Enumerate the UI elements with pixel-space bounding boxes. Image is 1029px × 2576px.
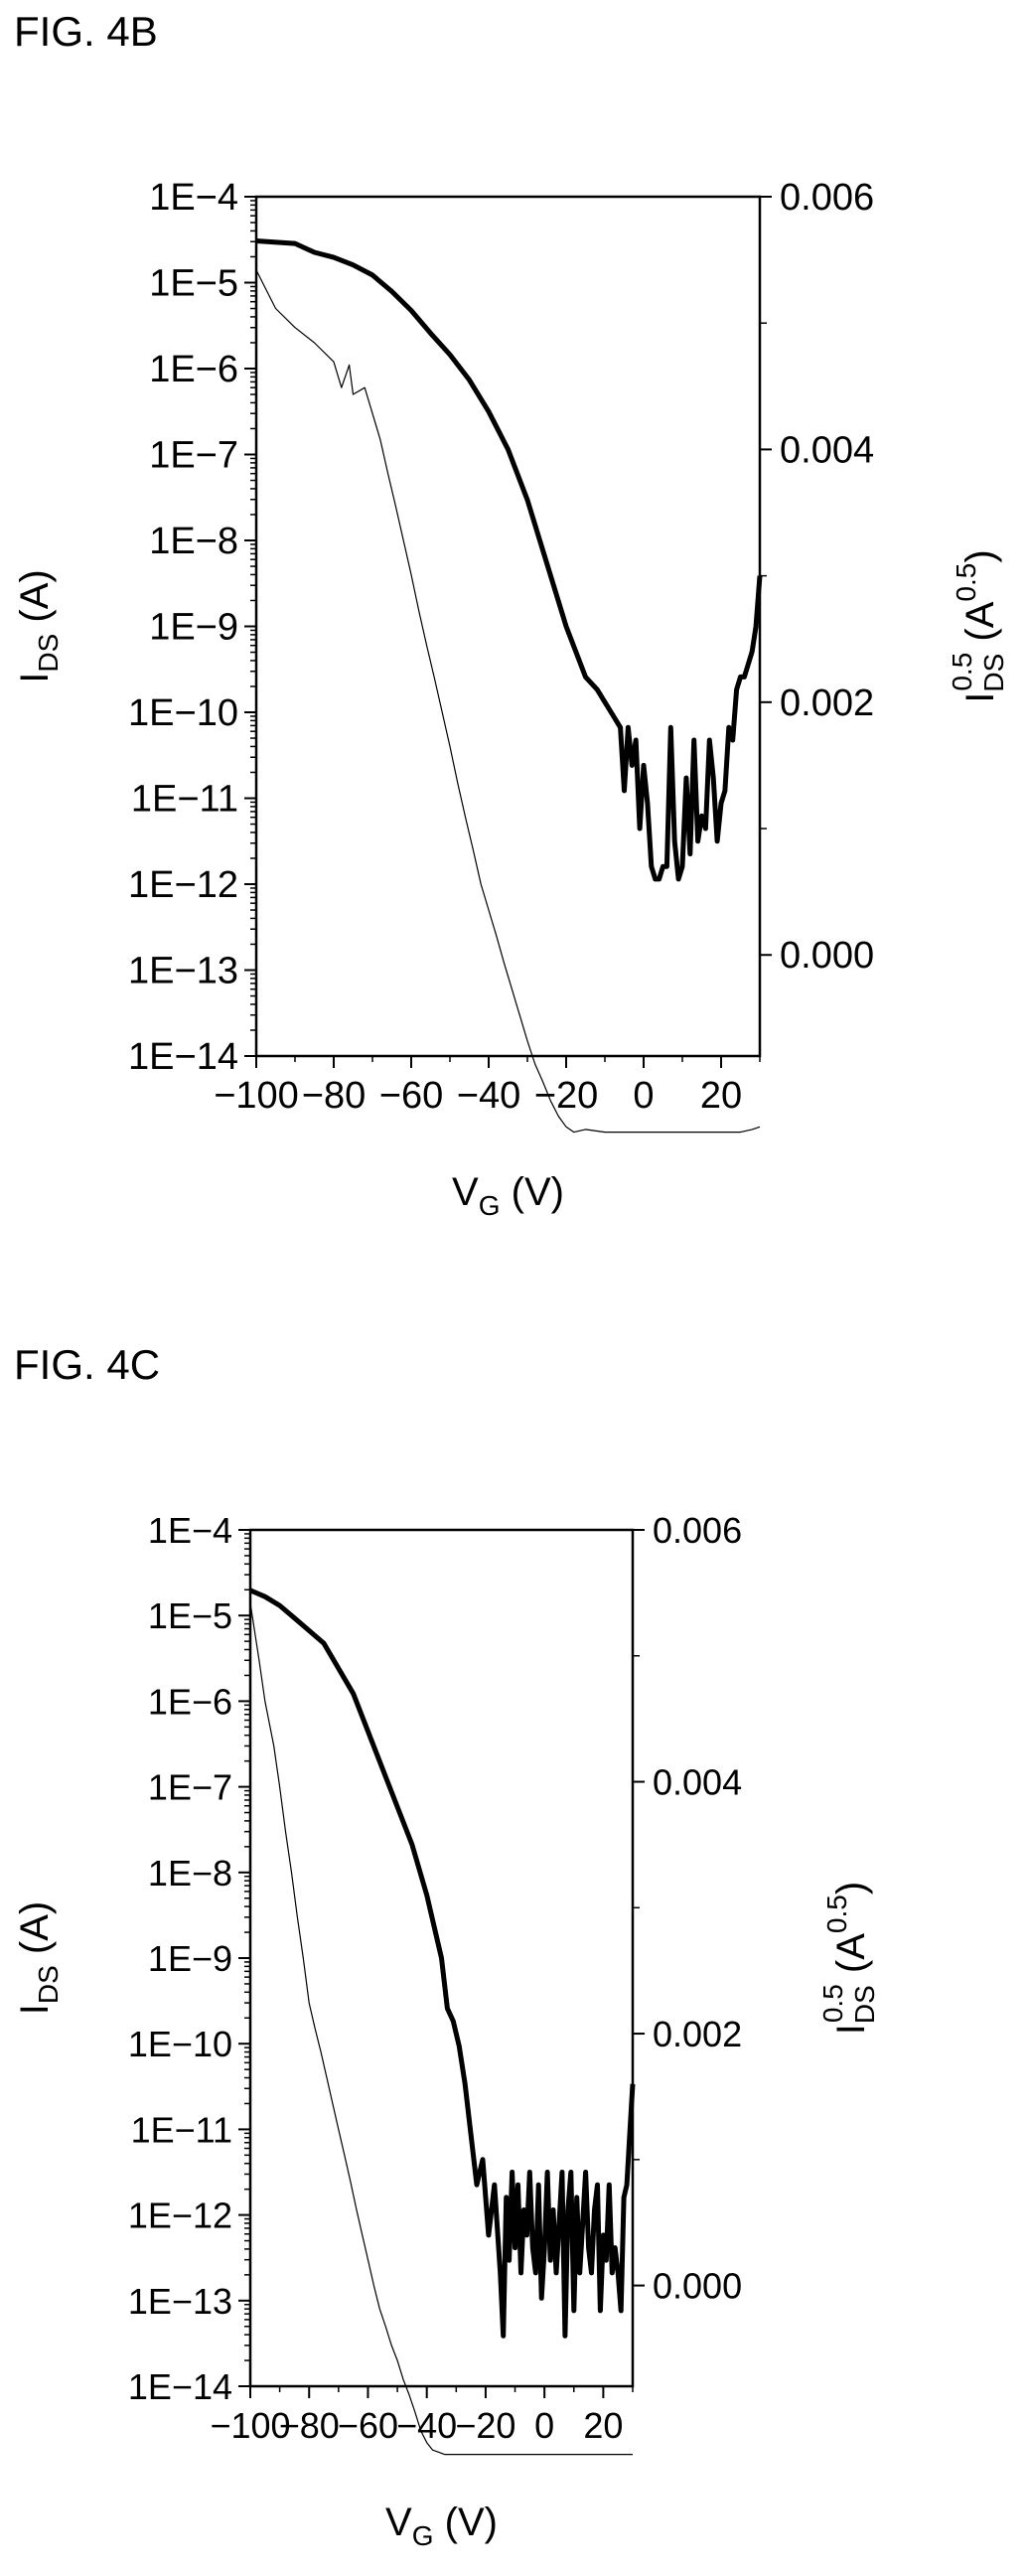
chart-fig-4c: 1E−4 1E−5 1E−6 1E−7 1E−8 1E−9 1E−10 1E−11 1E−12 1… (13, 1510, 880, 2551)
x-axis-label: VG (V) (385, 2500, 498, 2551)
x-tick-label: 0 (534, 2405, 554, 2446)
y-right-tick-label: 0.002 (653, 2014, 742, 2054)
chart-fig-4b: 1E−4 1E−5 1E−6 1E−7 1E−8 1E−9 1E−10 1E−11 1E−12 1… (13, 177, 1009, 1221)
x-tick-label: −100 (214, 1075, 299, 1117)
x-tick-label: −60 (379, 1075, 443, 1117)
y-left-tick-label: 1E−14 (128, 1036, 238, 1078)
x-tick-label: −80 (279, 2405, 340, 2446)
x-axis-label: VG (V) (452, 1170, 564, 1221)
y-right-tick-label: 0.004 (780, 429, 874, 471)
x-tick-label: −20 (534, 1075, 598, 1117)
x-tick-label: −20 (455, 2405, 515, 2446)
x-tick-label: −60 (338, 2405, 398, 2446)
y-left-tick-label: 1E−5 (149, 263, 238, 305)
y-left-tick-label: 1E−13 (128, 2281, 232, 2322)
sqrt-current-curve (249, 1588, 636, 2339)
x-tick-label: −40 (457, 1075, 520, 1117)
y-left-tick-label: 1E−10 (128, 2024, 232, 2064)
y-left-tick-label: 1E−6 (148, 1681, 232, 1722)
y-left-tick-label: 1E−9 (148, 1938, 232, 1979)
y-left-tick-label: 1E−12 (128, 2196, 232, 2236)
x-tick-label: −80 (302, 1075, 366, 1117)
x-tick-label: 20 (583, 2405, 623, 2446)
y-left-tick-label: 1E−11 (131, 779, 238, 821)
y-left-axis-label: IDS (A) (13, 569, 64, 682)
sqrt-current-curve (255, 238, 763, 882)
y-right-tick-label: 0.006 (653, 1510, 742, 1551)
y-right-axis-label: IDS0.5 (A0.5) (947, 549, 1009, 702)
y-left-tick-label: 1E−5 (148, 1595, 232, 1636)
y-right-tick-label: 0.002 (780, 682, 874, 724)
figure-label: FIG. 4C (14, 1341, 161, 1388)
x-tick-label: 0 (633, 1075, 654, 1117)
y-right-tick-label: 0.000 (653, 2266, 742, 2307)
y-right-tick-label: 0.004 (653, 1762, 742, 1803)
y-left-tick-label: 1E−7 (148, 1767, 232, 1808)
y-left-axis-label: IDS (A) (13, 1901, 64, 2015)
figure-label: FIG. 4B (14, 8, 158, 55)
y-left-tick-label: 1E−14 (128, 2366, 232, 2407)
y-left-tick-label: 1E−9 (149, 607, 238, 649)
y-right-tick-label: 0.000 (780, 935, 874, 977)
y-left-tick-label: 1E−4 (148, 1510, 232, 1551)
plot-frame (254, 195, 762, 1058)
log-current-curve (249, 1602, 633, 2456)
y-left-tick-label: 1E−13 (128, 951, 238, 992)
x-tick-label: −100 (210, 2405, 290, 2446)
log-current-curve (255, 269, 761, 1134)
y-left-tick-label: 1E−4 (149, 177, 238, 219)
y-left-tick-label: 1E−6 (149, 349, 238, 390)
y-right-axis-label: IDS0.5 (A0.5) (817, 1882, 880, 2035)
y-left-tick-label: 1E−8 (148, 1853, 232, 1894)
x-tick-label: 20 (700, 1075, 742, 1117)
x-tick-label: −40 (396, 2405, 457, 2446)
y-left-tick-label: 1E−10 (128, 692, 238, 734)
y-left-tick-label: 1E−8 (149, 521, 238, 562)
y-left-tick-label: 1E−12 (128, 864, 238, 906)
y-left-tick-label: 1E−11 (131, 2109, 232, 2150)
y-right-tick-label: 0.006 (780, 177, 874, 219)
y-left-tick-label: 1E−7 (149, 435, 238, 477)
